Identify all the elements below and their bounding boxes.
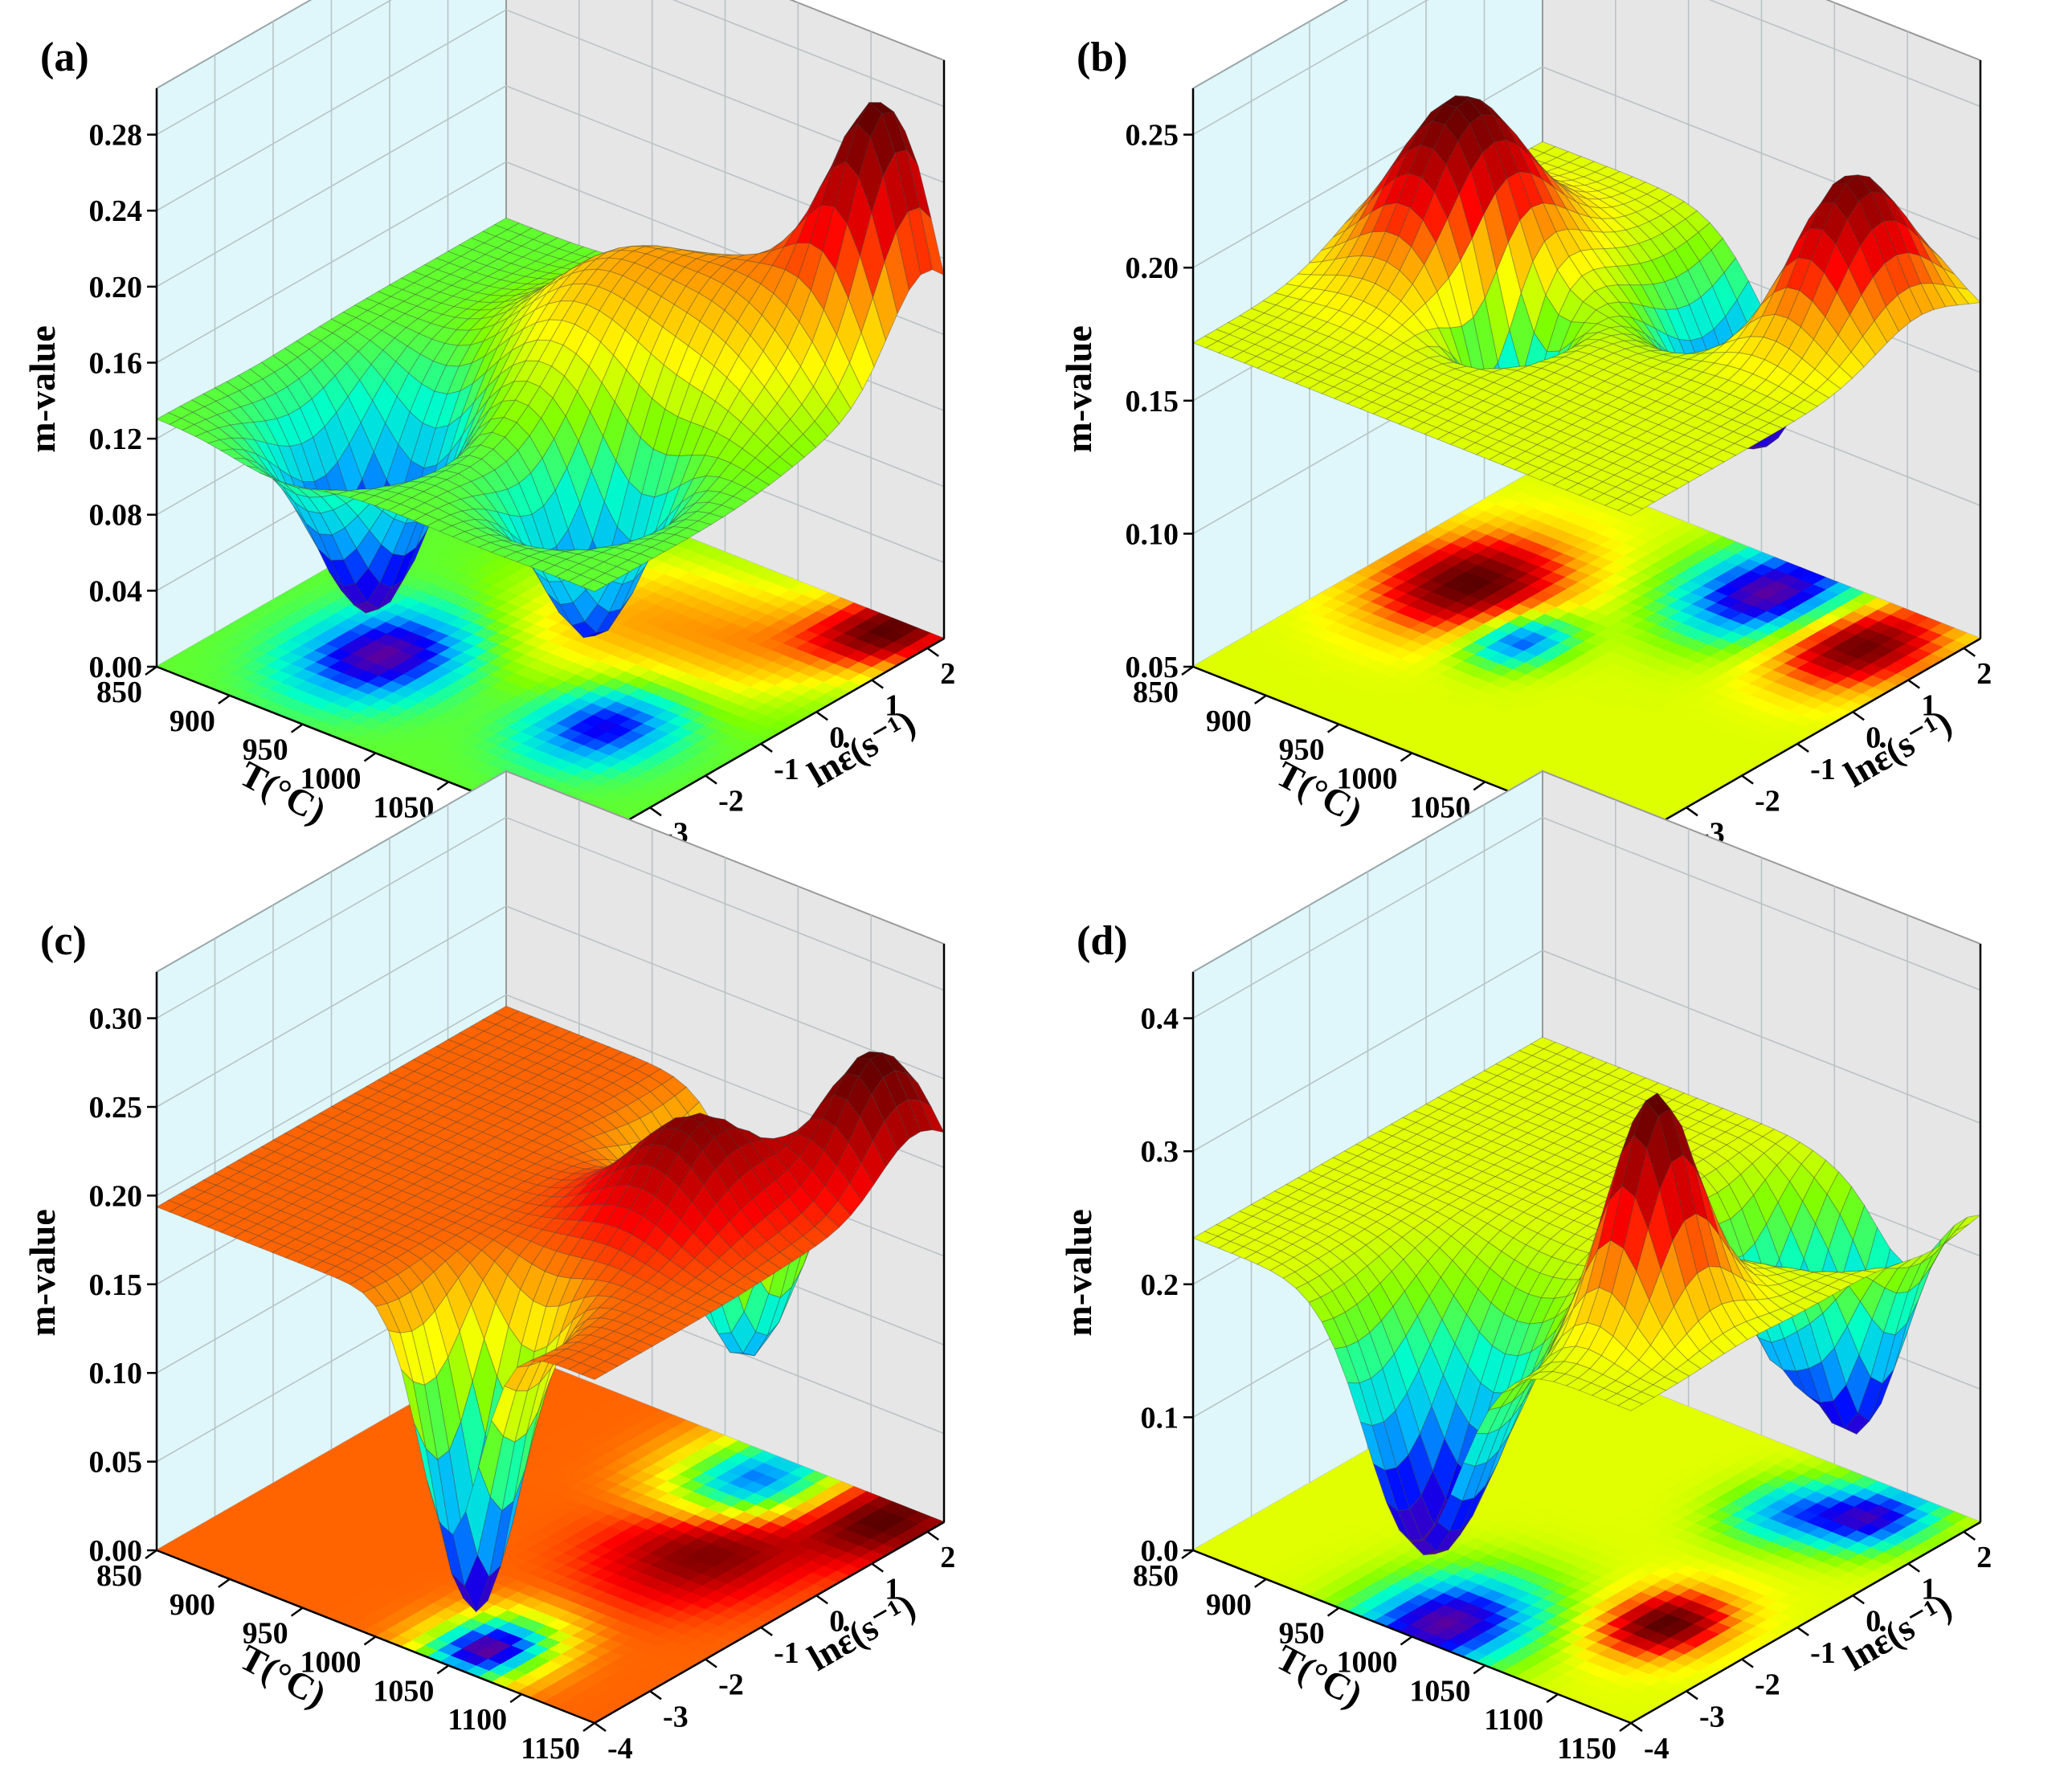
y-tick-label: 2	[1976, 657, 1992, 691]
z-tick-label: 0.04	[89, 574, 143, 608]
y-axis-title: lnε̇(s⁻¹)	[801, 701, 922, 794]
y-tick-label: -2	[1755, 785, 1780, 819]
x-tick-label: 850	[96, 676, 142, 709]
x-tick	[145, 665, 157, 676]
x-tick	[1400, 752, 1413, 762]
panel-a: 0.000.040.080.120.160.200.240.2885090095…	[22, 0, 955, 882]
y-tick	[815, 711, 828, 721]
x-tick-label: 850	[1133, 676, 1179, 709]
x-tick-label: 900	[1206, 704, 1252, 738]
z-tick-label: 0.10	[1126, 517, 1179, 551]
x-tick	[363, 752, 377, 762]
y-tick	[760, 742, 773, 753]
y-tick	[1907, 679, 1920, 689]
y-tick	[1686, 806, 1698, 817]
y-tick	[871, 679, 884, 689]
y-tick	[705, 774, 717, 785]
y-tick	[1852, 711, 1865, 721]
z-tick-label: 0.25	[1126, 119, 1179, 153]
x-tick	[290, 723, 304, 733]
y-tick-label: -1	[774, 753, 799, 786]
x-tick	[1181, 665, 1194, 676]
z-tick-label: 0.24	[89, 194, 143, 228]
x-tick	[1473, 781, 1486, 791]
panel-label: (a)	[40, 35, 89, 80]
y-tick	[1963, 647, 1976, 657]
z-tick-label: 0.20	[89, 271, 143, 304]
panel-b: 0.050.100.150.200.2585090095010001050110…	[1058, 0, 1992, 882]
z-tick-label: 0.16	[89, 346, 143, 380]
z-axis-title: m-value	[1058, 325, 1099, 452]
z-tick-label: 0.28	[89, 119, 143, 153]
y-tick	[1796, 742, 1809, 753]
x-tick-label: 900	[170, 704, 215, 738]
surface-cell	[895, 210, 922, 292]
x-tick	[1254, 694, 1267, 704]
x-tick	[1326, 723, 1340, 733]
x-tick	[218, 694, 231, 704]
panel-c: 0.000.050.100.150.200.250.30850900950100…	[22, 770, 955, 1766]
y-tick-label: -2	[718, 785, 744, 819]
z-tick-label: 0.08	[89, 499, 143, 533]
y-tick-label: -1	[1810, 753, 1836, 786]
z-axis-title: m-value	[22, 325, 63, 452]
x-tick	[436, 781, 450, 791]
surface	[155, 101, 945, 639]
z-tick-label: 0.20	[1126, 251, 1179, 285]
z-tick-label: 0.15	[1126, 385, 1179, 419]
y-tick	[926, 647, 940, 657]
z-tick-label: 0.12	[89, 423, 143, 456]
y-tick-label: 2	[940, 657, 955, 691]
y-tick	[649, 806, 662, 817]
panel-label: (b)	[1077, 35, 1128, 80]
y-tick	[1741, 774, 1754, 785]
y-axis-title: lnε̇(s⁻¹)	[1837, 701, 1959, 794]
